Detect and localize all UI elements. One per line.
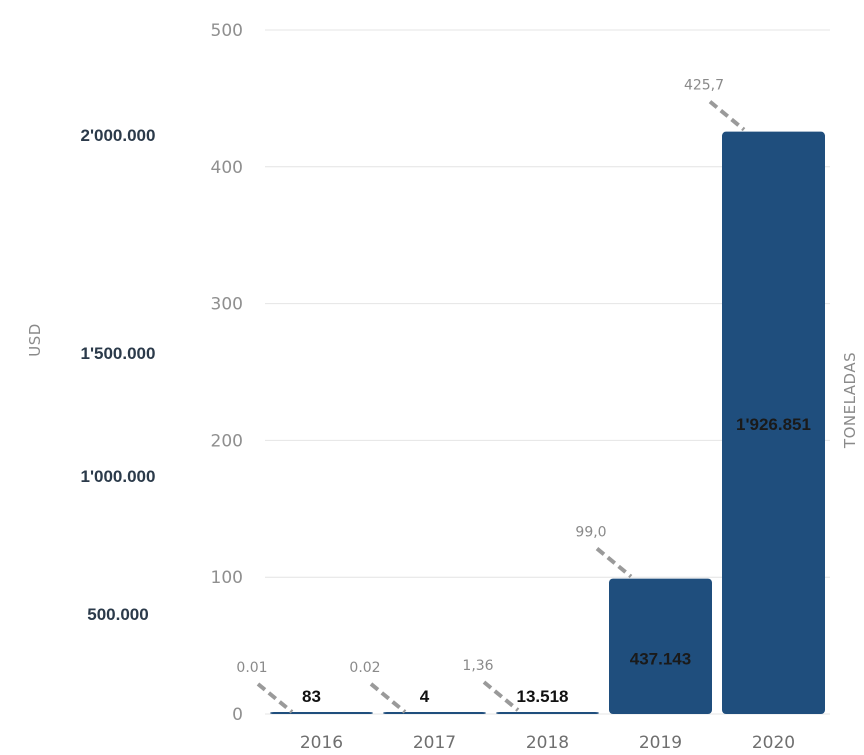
bars: 0.01 83 0.02 4 1,36 13.518 99,0 437.143 425,7 1'9… xyxy=(236,78,825,714)
right-axis-tick-label: 0 xyxy=(232,705,243,725)
right-axis-tick-label: 400 xyxy=(211,158,243,178)
left-axis-title: USD xyxy=(26,323,44,357)
left-axis-ticks: 500.000 1'000.000 1'500.000 2'000.000 xyxy=(81,126,156,624)
x-axis-tick-label: 2019 xyxy=(639,733,682,753)
annotation-leader xyxy=(708,100,746,132)
right-axis-ticks: 0 100 200 300 400 500 xyxy=(211,21,243,725)
bar xyxy=(722,131,825,714)
annotation-leader xyxy=(256,682,294,714)
value-annotation: 0.01 xyxy=(236,660,267,676)
x-axis-tick-label: 2020 xyxy=(752,733,795,753)
right-axis-tick-label: 500 xyxy=(211,21,243,41)
x-axis-tick-label: 2018 xyxy=(526,733,569,753)
usd-value-label: 437.143 xyxy=(630,649,691,668)
usd-value-label: 1'926.851 xyxy=(736,415,811,434)
annotation-leader xyxy=(482,680,520,712)
value-annotation: 1,36 xyxy=(462,658,493,674)
x-axis-ticks: 2016 2017 2018 2019 2020 xyxy=(300,733,795,753)
x-axis-tick-label: 2016 xyxy=(300,733,343,753)
annotation-leader xyxy=(595,547,633,579)
left-axis-tick-label: 1'500.000 xyxy=(81,344,156,363)
left-axis-tick-label: 500.000 xyxy=(87,605,148,624)
bar xyxy=(383,712,486,714)
bar xyxy=(270,712,373,714)
bar xyxy=(609,578,712,714)
annotation-leader xyxy=(369,682,407,714)
value-annotation: 425,7 xyxy=(684,78,724,94)
right-axis-title: TONELADAS xyxy=(841,352,859,449)
right-axis-tick-label: 300 xyxy=(211,295,243,315)
x-axis-tick-label: 2017 xyxy=(413,733,456,753)
left-axis-tick-label: 2'000.000 xyxy=(81,126,156,145)
value-annotation: 99,0 xyxy=(575,525,606,541)
right-axis-tick-label: 100 xyxy=(211,568,243,588)
bar xyxy=(496,712,599,714)
usd-value-label: 4 xyxy=(420,687,430,706)
usd-value-label: 83 xyxy=(302,687,321,706)
right-axis-tick-label: 200 xyxy=(211,431,243,451)
value-annotation: 0.02 xyxy=(349,660,380,676)
usd-value-label: 13.518 xyxy=(517,687,569,706)
left-axis-tick-label: 1'000.000 xyxy=(81,467,156,486)
